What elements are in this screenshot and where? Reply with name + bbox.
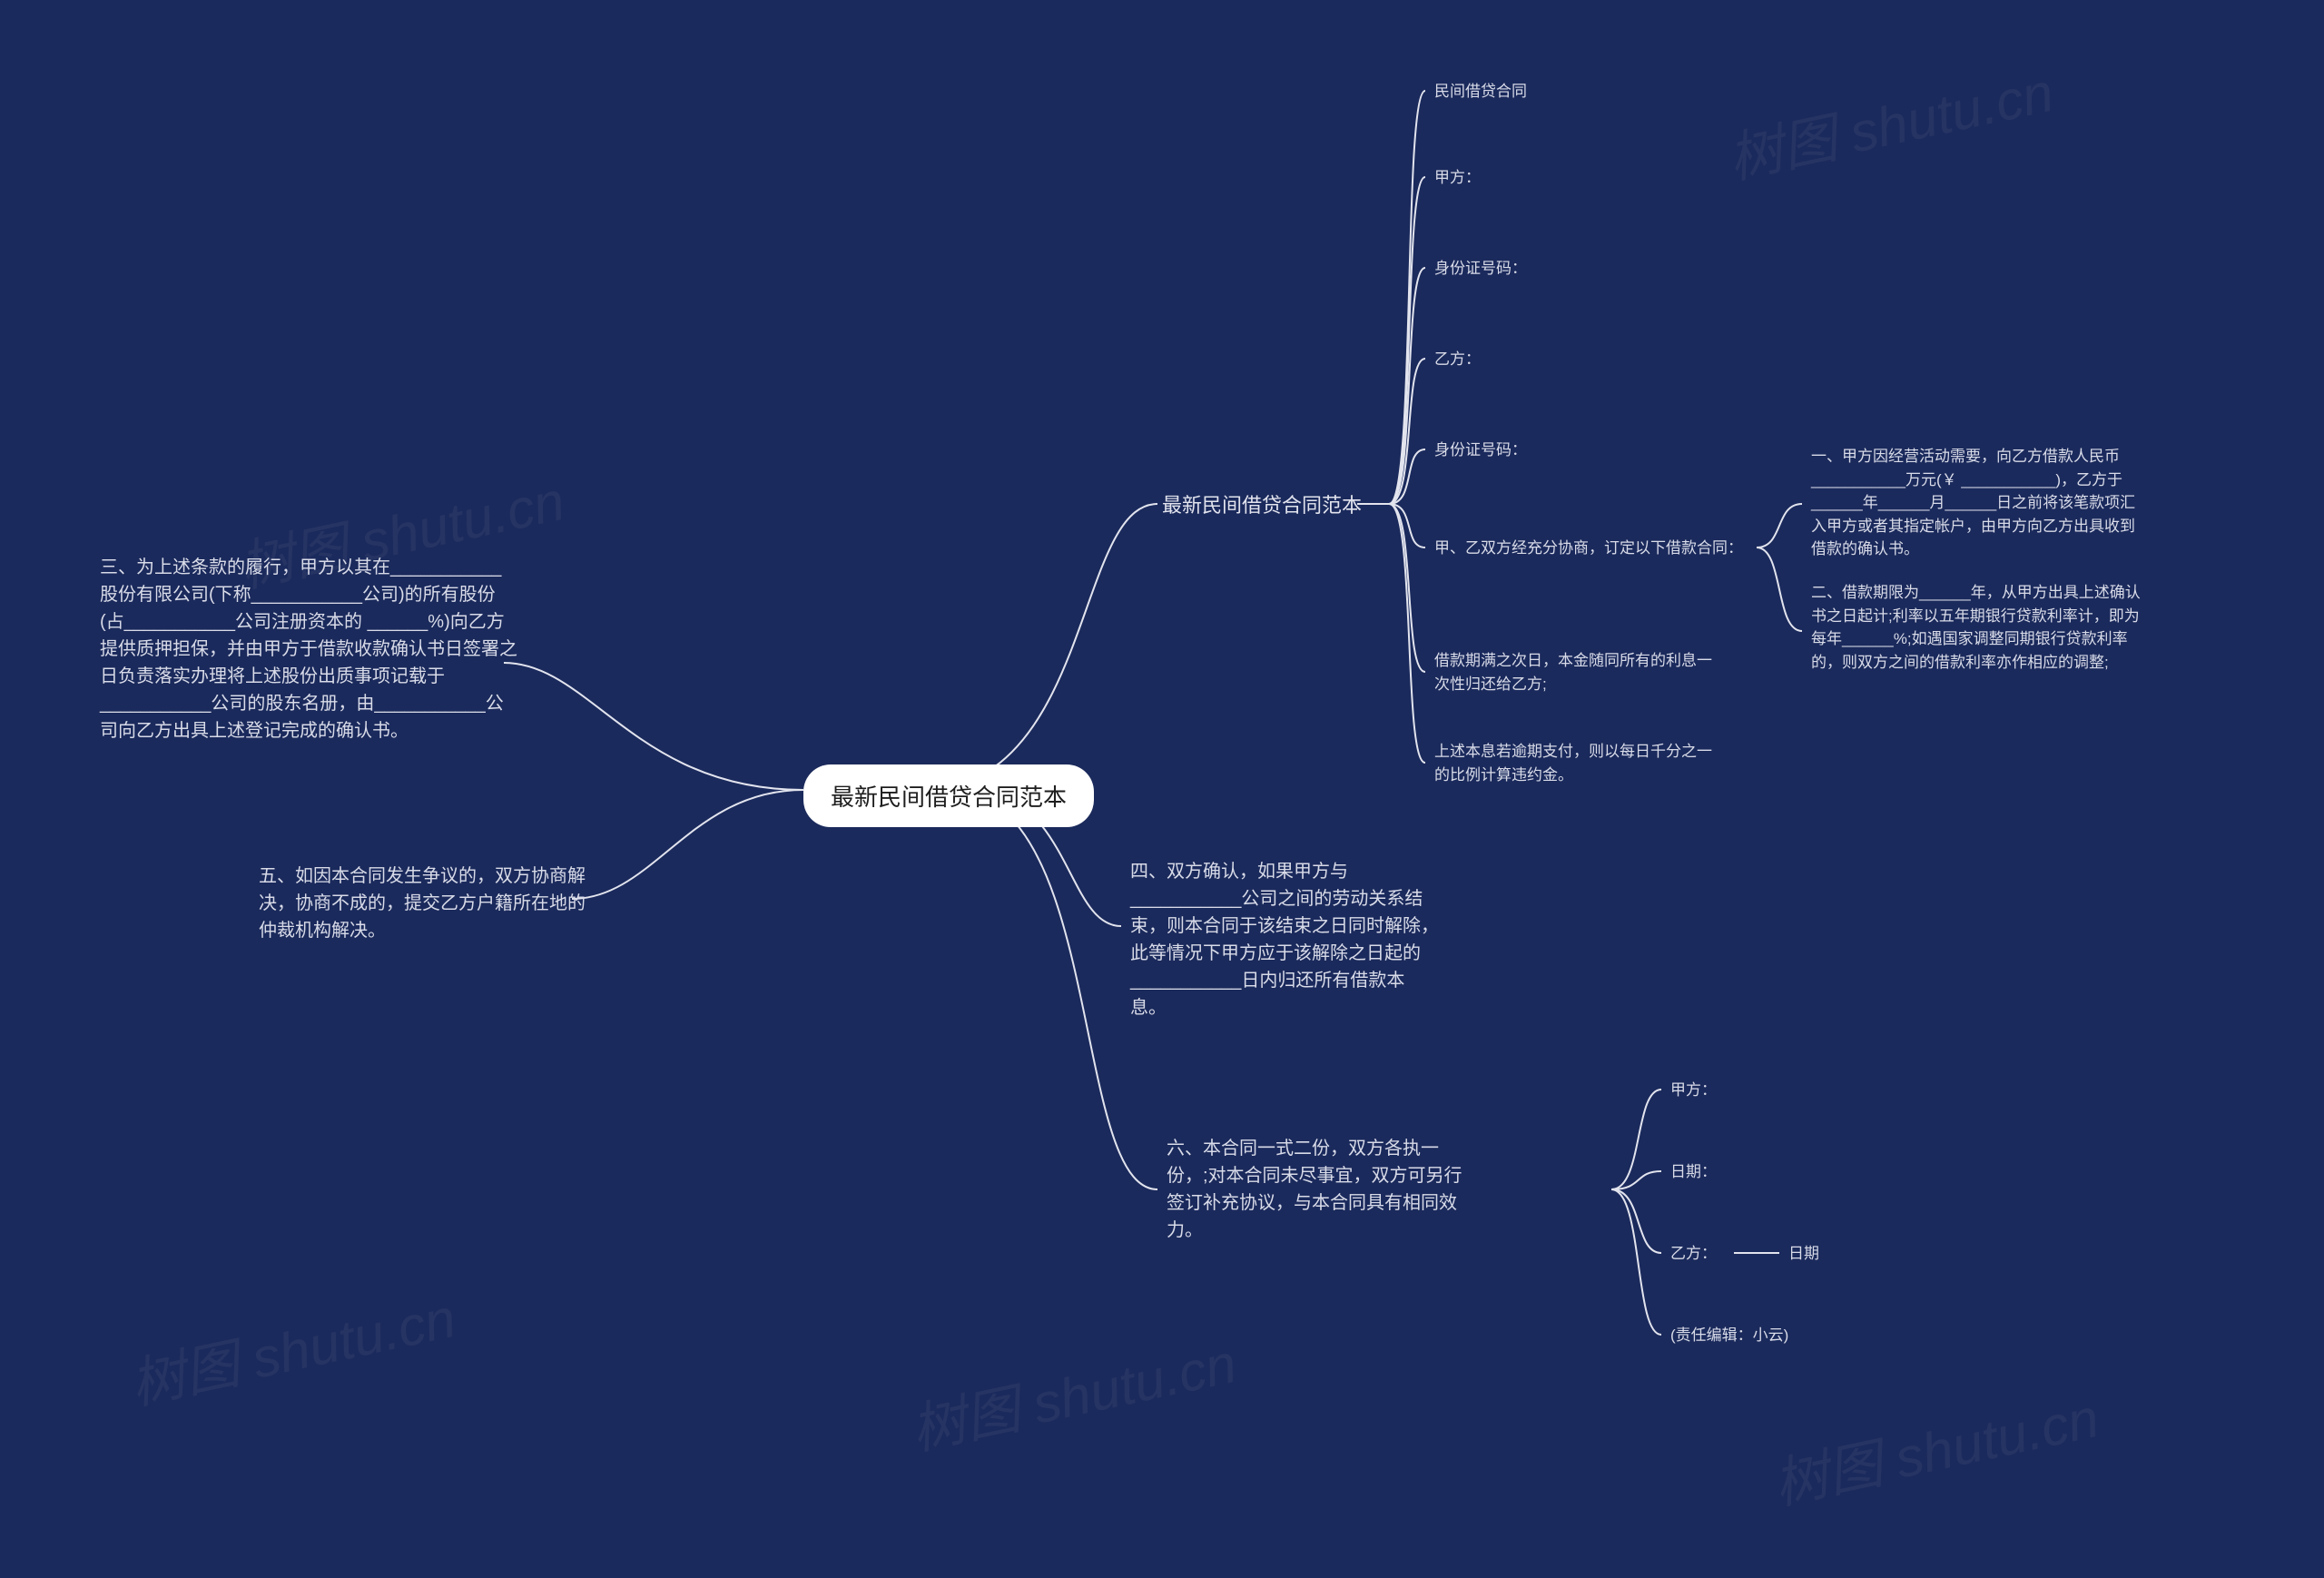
r1-child-repay[interactable]: 借款期满之次日，本金随同所有的利息一次性归还给乙方; — [1434, 649, 1725, 695]
watermark: 树图 shutu.cn — [903, 1319, 1243, 1465]
r1-child-id-a[interactable]: 身份证号码： — [1434, 257, 1527, 281]
watermark: 树图 shutu.cn — [1720, 48, 2060, 194]
left-node-clause5[interactable]: 五、如因本合同发生争议的，双方协商解决，协商不成的，提交乙方户籍所在地的仲裁机构… — [259, 863, 586, 944]
r3-child-party-b-sign[interactable]: 乙方： — [1670, 1242, 1717, 1266]
c6-sub-clause2[interactable]: 二、借款期限为______年，从甲方出具上述确认书之日起计;利率以五年期银行贷款… — [1811, 581, 2147, 674]
r1-child-agreement[interactable]: 甲、乙双方经充分协商，订定以下借款合同： — [1434, 537, 1761, 560]
r1-child-penalty[interactable]: 上述本息若逾期支付，则以每日千分之一的比例计算违约金。 — [1434, 740, 1725, 786]
r3-child-date-a[interactable]: 日期： — [1670, 1160, 1717, 1184]
watermark: 树图 shutu.cn — [123, 1274, 462, 1420]
right-node-clause6[interactable]: 六、本合同一式二份，双方各执一份，;对本合同未尽事宜，双方可另行签订补充协议，与… — [1167, 1135, 1475, 1244]
c6-sub-clause1[interactable]: 一、甲方因经营活动需要，向乙方借款人民币___________万元(￥ ____… — [1811, 445, 2147, 561]
r3-child-party-a-sign[interactable]: 甲方： — [1670, 1079, 1717, 1102]
root-node[interactable]: 最新民间借贷合同范本 — [803, 764, 1094, 827]
r3-child-date-b[interactable]: 日期 — [1788, 1242, 1819, 1266]
watermark: 树图 shutu.cn — [1766, 1374, 2105, 1520]
right-branch-title[interactable]: 最新民间借贷合同范本 — [1162, 490, 1362, 520]
left-node-clause3[interactable]: 三、为上述条款的履行，甲方以其在___________股份有限公司(下称____… — [100, 554, 517, 745]
r3-child-editor[interactable]: (责任编辑：小云) — [1670, 1324, 1788, 1347]
r1-child-party-b[interactable]: 乙方： — [1434, 348, 1481, 371]
right-node-clause4[interactable]: 四、双方确认，如果甲方与___________公司之间的劳动关系结束，则本合同于… — [1130, 858, 1439, 1021]
r1-child-id-b[interactable]: 身份证号码： — [1434, 439, 1527, 462]
r1-child-contract-title[interactable]: 民间借贷合同 — [1434, 80, 1527, 104]
connector-lines — [0, 0, 2324, 1578]
r1-child-party-a[interactable]: 甲方： — [1434, 166, 1481, 190]
